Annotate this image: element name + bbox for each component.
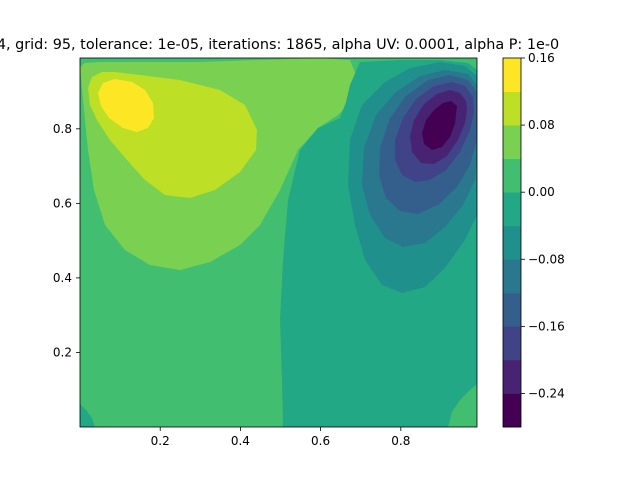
colorbar [503,58,521,428]
colorbar-tick-label: −0.16 [528,319,565,333]
colorbar-tick-label: 0.00 [528,185,555,199]
corner-eddy-bottom-left [80,404,95,427]
y-tick-label: 0.8 [53,122,72,136]
y-tick-label: 0.6 [53,196,72,210]
contour-regions [80,58,477,427]
y-tick-label: 0.2 [53,345,72,359]
x-tick-label: 0.4 [231,434,250,448]
colorbar-band [503,225,521,260]
y-tick-label: 0.4 [53,271,72,285]
colorbar-band [503,359,521,394]
y-axis: 0.2 0.4 0.6 0.8 [53,122,80,359]
colorbar-tick-label: −0.24 [528,386,565,400]
contour-level-0.12 [98,79,154,132]
colorbar-band [503,158,521,193]
colorbar-band [503,192,521,227]
corner-eddy-bottom-right [448,384,477,427]
x-tick-label: 0.2 [151,434,170,448]
contour-level-neg-0.24 [422,101,457,150]
colorbar-frame [502,57,522,428]
colorbar-band [503,125,521,160]
colorbar-band [503,58,521,92]
axes-frame [79,57,478,428]
colorbar-tick-label: −0.08 [528,252,565,266]
colorbar-band [503,91,521,126]
x-tick-label: 0.6 [311,434,330,448]
x-axis: 0.2 0.4 0.6 0.8 [151,427,410,448]
colorbar-band [503,292,521,327]
colorbar-band [503,326,521,361]
colorbar-ticks: −0.24 −0.16 −0.08 0.00 0.08 0.16 [521,51,565,400]
colorbar-band [503,259,521,294]
colorbar-tick-label: 0.08 [528,118,555,132]
colorbar-band [503,393,521,428]
colorbar-tick-label: 0.16 [528,51,555,65]
x-tick-label: 0.8 [391,434,410,448]
chart-title: 4, grid: 95, tolerance: 1e-05, iteration… [0,37,559,53]
